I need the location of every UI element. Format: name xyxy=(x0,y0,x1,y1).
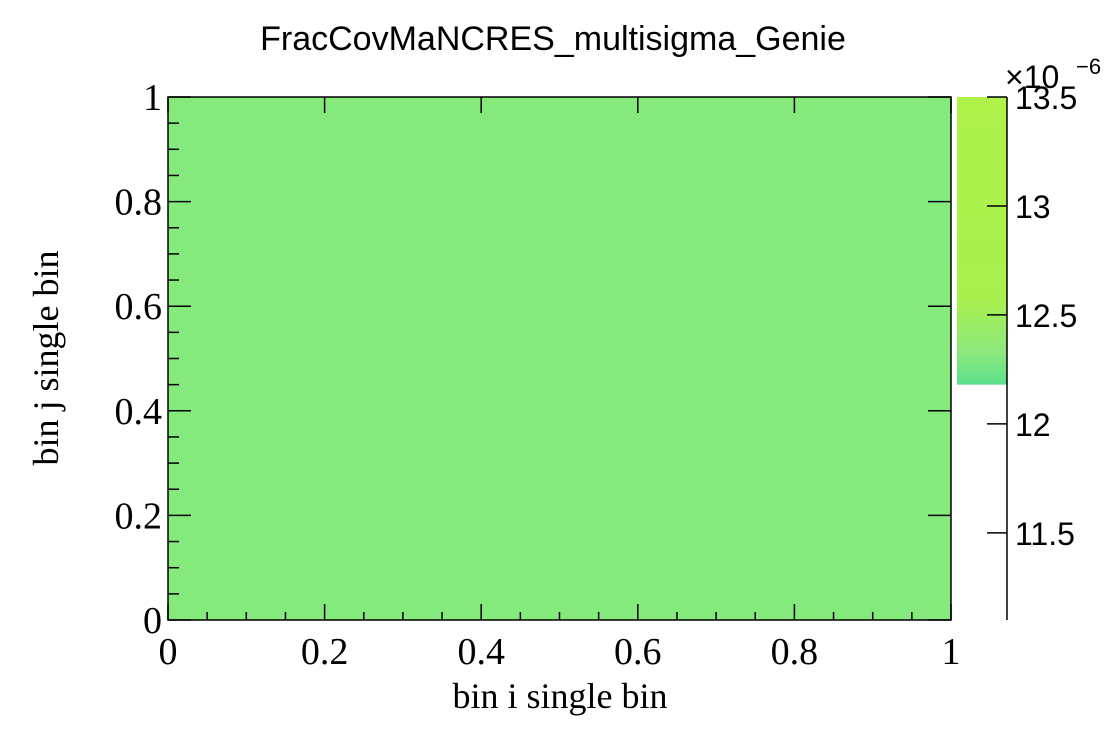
colorbar-exponent-power: −6 xyxy=(1076,54,1101,79)
colorbar-gradient xyxy=(957,97,1007,385)
plot-area xyxy=(167,96,952,621)
x-tick-label: 1 xyxy=(942,631,961,673)
x-axis-label: bin i single bin xyxy=(453,676,668,716)
y-axis-ticks: 0 0.2 0.4 0.6 0.8 1 xyxy=(115,77,951,642)
x-tick-label: 0.6 xyxy=(614,631,662,673)
x-tick-label: 0.4 xyxy=(457,631,505,673)
y-tick-label: 0.2 xyxy=(115,495,163,537)
y-axis-label: bin j single bin xyxy=(26,251,66,466)
colorbar-tick-label: 13.5 xyxy=(1015,80,1077,116)
x-tick-label: 0.2 xyxy=(301,631,349,673)
x-axis-ticks: 0 0.2 0.4 0.6 0.8 1 xyxy=(159,97,961,673)
colorbar-exponent: ×10 xyxy=(1005,59,1059,95)
colorbar-tick-label: 11.5 xyxy=(1015,516,1075,552)
heatmap-cell-0 xyxy=(168,97,951,620)
y-tick-label: 1 xyxy=(143,77,162,119)
y-tick-label: 0.8 xyxy=(115,182,163,224)
x-tick-label: 0 xyxy=(159,631,178,673)
colorbar-tick-label: 13 xyxy=(1015,189,1051,225)
chart-title: FracCovMaNCRES_multisigma_Genie xyxy=(260,20,846,58)
colorbar-tick-label: 12.5 xyxy=(1015,298,1077,334)
y-tick-label: 0.4 xyxy=(115,391,163,433)
x-tick-label: 0.8 xyxy=(771,631,819,673)
title-box xyxy=(185,12,933,70)
y-tick-label: 0.6 xyxy=(115,286,163,328)
colorbar: 11.5 12 12.5 13 13.5×10 −6 xyxy=(957,54,1101,620)
colorbar-tick-label: 12 xyxy=(1015,407,1051,443)
y-tick-label: 0 xyxy=(143,600,162,642)
